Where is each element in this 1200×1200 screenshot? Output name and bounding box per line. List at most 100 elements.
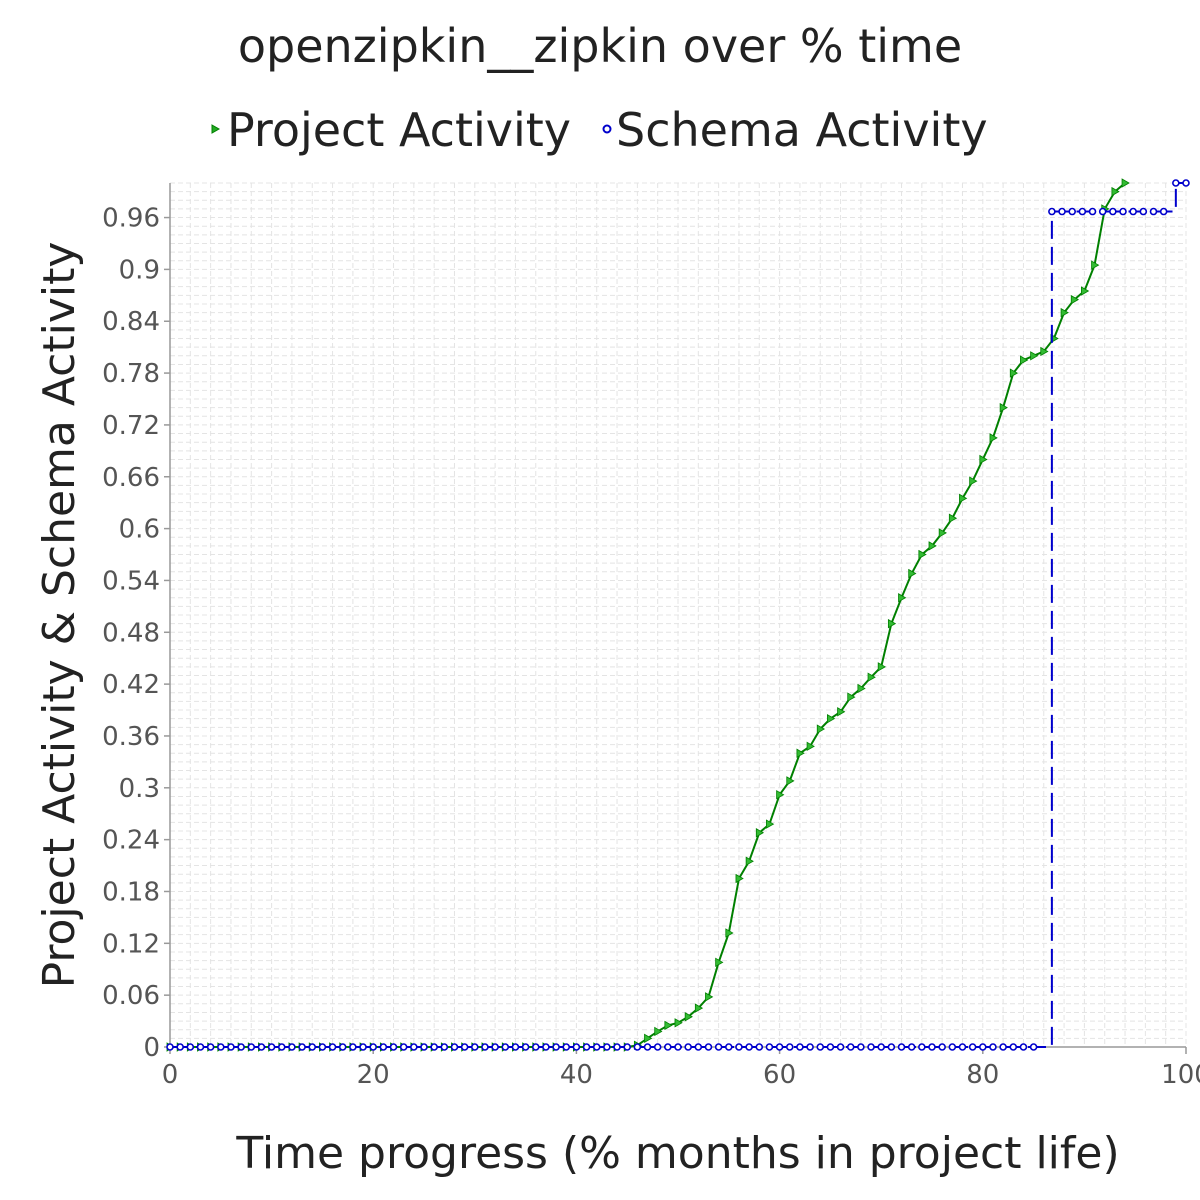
gridlines <box>169 182 1187 1048</box>
data-point <box>237 1043 245 1051</box>
chart-title: openzipkin__zipkin over % time <box>238 19 962 73</box>
data-point <box>1048 207 1056 216</box>
data-point <box>1029 1043 1038 1051</box>
data-point <box>359 1043 367 1051</box>
data-point <box>1081 286 1090 296</box>
data-point <box>806 1043 814 1051</box>
data-point <box>399 1043 408 1051</box>
data-point <box>501 1043 510 1051</box>
data-point <box>785 1043 794 1051</box>
data-point <box>705 992 714 1002</box>
data-point <box>206 1043 215 1051</box>
y-tick-label: 0.12 <box>102 929 160 959</box>
x-axis-label: Time progress (% months in project life) <box>235 1128 1119 1179</box>
data-point <box>948 513 958 523</box>
data-point <box>420 1043 428 1051</box>
data-point <box>948 1043 957 1051</box>
data-point <box>1129 207 1137 216</box>
data-point <box>1149 207 1158 216</box>
data-point <box>1030 351 1039 361</box>
data-point <box>775 1043 784 1051</box>
data-point <box>1111 186 1120 197</box>
data-point <box>938 1043 946 1051</box>
data-point <box>1119 207 1127 216</box>
data-point <box>897 1043 906 1051</box>
data-point <box>1139 207 1148 216</box>
data-point <box>217 1043 225 1051</box>
data-point <box>186 1043 195 1051</box>
data-point <box>613 1043 621 1051</box>
data-point <box>796 748 805 758</box>
y-tick-label: 0.84 <box>102 307 160 337</box>
data-point <box>867 1043 875 1051</box>
data-point <box>968 1043 977 1051</box>
x-tick-label: 60 <box>763 1060 796 1090</box>
data-point <box>999 1043 1007 1051</box>
data-point <box>644 1033 653 1044</box>
data-point <box>196 1043 205 1051</box>
data-point <box>898 593 907 603</box>
legend-marker-circle-icon <box>602 124 612 134</box>
data-point <box>857 1043 865 1051</box>
data-point <box>918 1043 926 1051</box>
data-point <box>928 1043 936 1051</box>
data-point <box>1109 207 1117 216</box>
series-layer <box>166 178 1190 1052</box>
data-point <box>491 1043 499 1051</box>
data-point <box>836 1043 845 1051</box>
data-point <box>288 1043 296 1051</box>
data-point <box>979 454 988 465</box>
data-point <box>552 1043 560 1051</box>
data-point <box>704 1043 713 1051</box>
data-point <box>755 1043 764 1051</box>
data-point <box>1040 346 1049 357</box>
series-schema-activity <box>166 179 1190 1051</box>
data-point <box>694 1043 703 1051</box>
data-point <box>379 1043 388 1051</box>
data-point <box>582 1043 591 1051</box>
data-point <box>430 1043 438 1051</box>
data-point <box>277 1043 286 1051</box>
y-tick-label: 0.24 <box>102 826 160 856</box>
data-point <box>460 1043 469 1051</box>
data-point <box>633 1043 642 1051</box>
data-point <box>907 1043 916 1051</box>
data-point <box>735 1043 743 1051</box>
data-point <box>908 568 917 579</box>
data-point <box>1098 207 1107 216</box>
data-point <box>166 1043 174 1051</box>
data-point <box>837 707 846 717</box>
data-point <box>745 1043 753 1051</box>
data-point <box>450 1043 459 1051</box>
data-point <box>989 433 998 443</box>
data-point <box>806 741 815 752</box>
data-point <box>521 1043 530 1051</box>
data-point <box>562 1043 571 1051</box>
legend-label-project-activity: Project Activity <box>227 103 571 157</box>
legend: Project Activity Schema Activity <box>211 103 988 157</box>
data-point <box>1009 368 1019 378</box>
data-point <box>664 1020 673 1031</box>
data-point <box>857 683 866 694</box>
data-point <box>725 928 734 938</box>
data-point <box>369 1043 378 1051</box>
data-point <box>440 1043 449 1051</box>
data-point <box>766 819 775 829</box>
data-point <box>1019 1043 1028 1051</box>
data-point <box>918 549 927 560</box>
data-point <box>1159 207 1168 216</box>
data-point <box>1121 178 1130 188</box>
data-point <box>542 1043 550 1051</box>
data-point <box>969 476 978 486</box>
legend-label-schema-activity: Schema Activity <box>616 103 988 157</box>
data-point <box>247 1043 256 1051</box>
data-point <box>511 1043 520 1051</box>
y-tick-label: 0.06 <box>102 981 160 1011</box>
data-point <box>1078 207 1087 216</box>
data-point <box>928 541 937 551</box>
data-point <box>1091 260 1100 270</box>
y-tick-label: 0.18 <box>102 877 160 907</box>
data-point <box>674 1018 683 1028</box>
y-tick-label: 0.42 <box>102 670 160 700</box>
